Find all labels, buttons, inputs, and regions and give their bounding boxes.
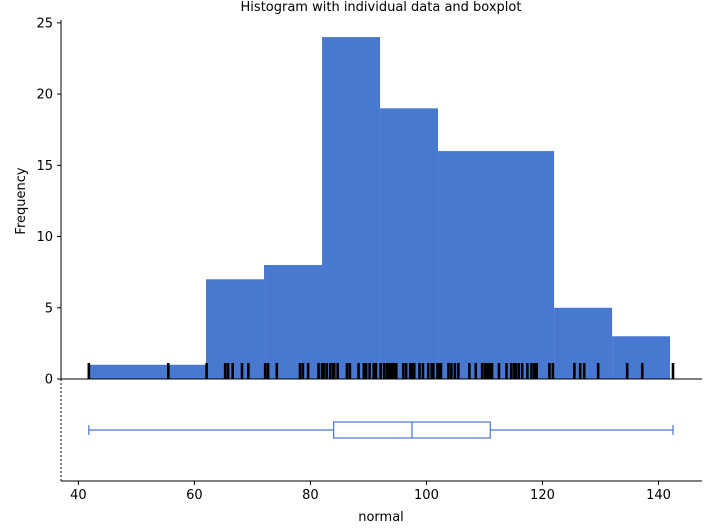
histogram-bar-4: [380, 108, 439, 380]
x-tick-label-0: 40: [70, 488, 87, 503]
boxplot: [88, 421, 674, 439]
histogram-bar-1: [206, 279, 265, 379]
y-tick-label-5: 25: [36, 16, 53, 31]
histogram-bar-3: [322, 37, 381, 379]
rug-marks: [87, 363, 675, 379]
y-tick-label-2: 10: [36, 230, 53, 245]
x-tick-label-4: 120: [530, 488, 555, 503]
histogram-bars: [90, 37, 671, 380]
histogram-bar-2: [264, 265, 323, 379]
x-axis-label: normal: [358, 510, 404, 525]
y-tick-label-0: 0: [45, 373, 53, 388]
x-tick-label-5: 140: [646, 488, 671, 503]
y-tick-label-4: 20: [36, 88, 53, 103]
x-tick-label-3: 100: [414, 488, 439, 503]
histogram-bar-0: [90, 364, 207, 379]
y-tick-label-3: 15: [36, 159, 53, 174]
axes: 0 5 10 15 20 25 40 60 80 100 120 140: [36, 16, 702, 503]
chart-title: Histogram with individual data and boxpl…: [241, 0, 522, 15]
x-tick-label-2: 80: [302, 488, 319, 503]
y-tick-label-1: 5: [45, 301, 53, 316]
histogram-bar-5: [438, 151, 555, 379]
y-axis-label: Frequency: [14, 167, 29, 234]
x-tick-label-1: 60: [186, 488, 203, 503]
